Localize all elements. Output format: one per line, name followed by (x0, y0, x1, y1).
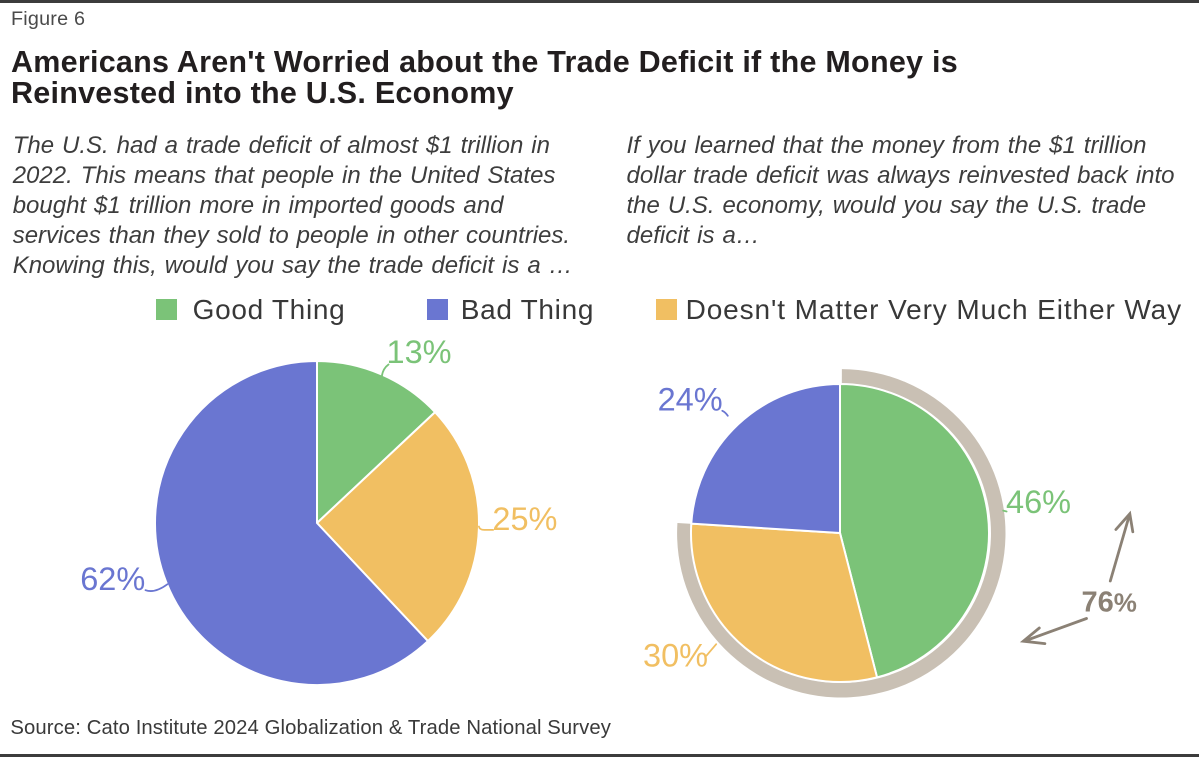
svg-text:76%: 76% (1082, 586, 1137, 618)
svg-text:30%: 30% (643, 638, 708, 674)
svg-text:46%: 46% (1006, 484, 1071, 520)
svg-text:25%: 25% (492, 501, 557, 537)
svg-text:24%: 24% (658, 382, 723, 418)
svg-text:62%: 62% (80, 561, 145, 597)
svg-text:13%: 13% (387, 334, 452, 370)
